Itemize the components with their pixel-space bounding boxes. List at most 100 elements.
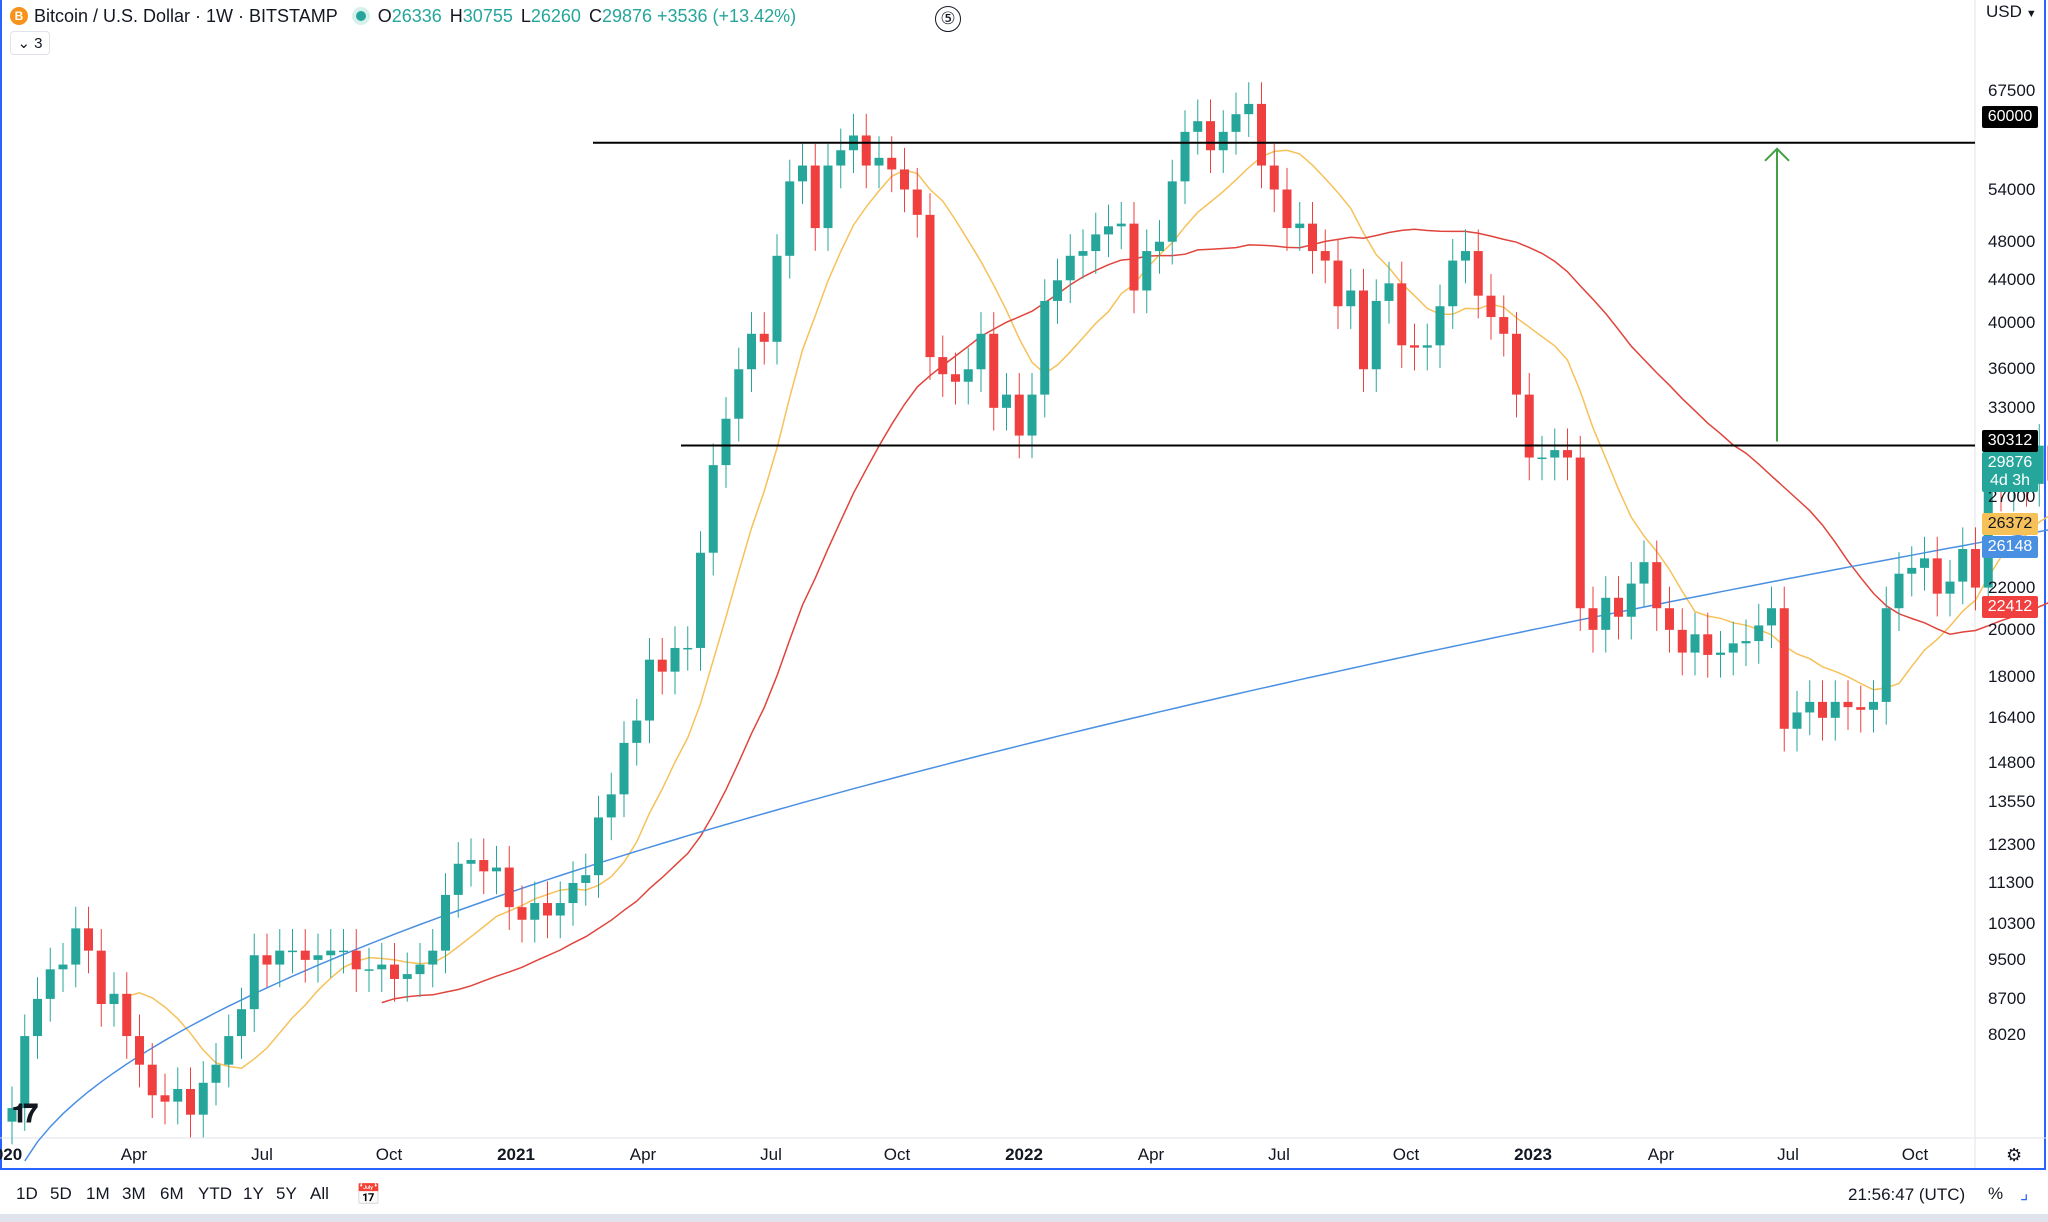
range-button-1d[interactable]: 1D [16,1184,38,1203]
price-tick-label: 12300 [1988,835,2036,855]
price-marker-label: 22412 [1982,596,2038,618]
price-chart[interactable] [0,0,2048,1170]
candle-body [1282,189,1292,229]
gear-icon[interactable]: ⚙ [2006,1145,2023,1165]
candle-body [721,418,731,466]
time-tick-label: Apr [1647,1145,1675,1164]
price-tick-label: 11300 [1988,872,2035,892]
candle-body [71,928,81,965]
time-tick-label: Jul [760,1145,782,1164]
price-tick-label: 14800 [1988,753,2036,773]
price-tick-label: 8700 [1988,988,2026,1008]
candle-body [619,742,629,795]
candle-body [632,720,642,743]
percent-toggle[interactable]: % [1988,1184,2004,1203]
time-tick-label: 2023 [1514,1145,1552,1164]
candle-body [1040,300,1050,395]
indicators-count: 3 [34,34,43,52]
time-tick-label: 2021 [497,1145,535,1164]
bar-countdown: 4d 3h [1989,472,2031,489]
candle-body [657,659,667,672]
candle-body [415,964,425,975]
candle-body [1461,251,1470,261]
candle-body [186,1088,195,1115]
candle-body [555,903,565,916]
candle-body [390,964,399,979]
candle-body [1014,394,1024,436]
symbol-title[interactable]: Bitcoin / U.S. Dollar · 1W · BITSTAMP [34,5,338,26]
candle-body [938,357,948,375]
candle-body [1920,558,1929,568]
range-button-1y[interactable]: 1Y [243,1184,264,1203]
price-marker-label: 29876 4d 3h [1982,452,2038,492]
candle-body [836,150,846,166]
price-tick-label: 40000 [1988,312,2036,332]
candle-body [1359,290,1368,370]
candle-body [1932,558,1942,594]
candle-body [1410,345,1419,348]
candle-body [543,903,552,916]
range-button-1m[interactable]: 1M [86,1184,110,1203]
candle-body [989,333,999,408]
candle-body [1626,583,1636,617]
range-button-3m[interactable]: 3M [122,1184,146,1203]
candle-body [1869,701,1878,710]
range-button-6m[interactable]: 6M [160,1184,184,1203]
candle-body [402,974,412,979]
candle-body [1677,629,1687,653]
candle-body [1550,450,1560,458]
wave-5-label[interactable]: ⑤ [935,6,961,32]
time-tick-label: Apr [1137,1145,1165,1164]
candle-body [1601,597,1611,630]
candle-body [594,817,603,876]
candle-body [1027,394,1037,436]
time-tick-label: Jul [251,1145,273,1164]
price-tick-label: 22000 [1988,577,2036,597]
candle-body [1435,306,1445,346]
price-tick-label: 20000 [1988,619,2036,639]
candle-body [772,255,782,342]
chart-pane[interactable] [0,0,2046,1170]
candle-body [1652,562,1662,609]
ohlc-open-key: O [377,5,392,26]
candle-body [122,993,132,1037]
candle-body [1244,103,1254,115]
price-tick-label: 48000 [1988,231,2036,251]
candle-body [1078,251,1088,256]
candle-body [109,993,119,1005]
clock[interactable]: 21:56:47 (UTC) [1848,1185,1966,1204]
currency-selector[interactable]: USD ▼ [1986,2,2037,22]
ma-mid-line [381,228,2048,1004]
range-button-5y[interactable]: 5Y [276,1184,297,1203]
candle-body [798,165,807,182]
candle-body [708,465,718,553]
time-tick-label: Apr [629,1145,657,1164]
candle-body [237,1009,246,1037]
candle-body [1295,223,1305,229]
price-tick-label: 54000 [1988,179,2036,199]
candle-body [1346,290,1356,307]
ma-fast-line [126,149,2048,1069]
range-button-ytd[interactable]: YTD [198,1184,232,1203]
chevron-down-icon: ⌄ [17,35,31,52]
calendar-icon[interactable]: 📅 [356,1184,381,1206]
ohlc-close-value: 29876 +3536 (+13.42%) [601,5,797,26]
candle-body [1575,457,1585,609]
candle-body [1881,608,1891,702]
range-button-all[interactable]: All [310,1184,329,1203]
auto-scale-icon[interactable]: ⌟ [2020,1183,2029,1203]
candle-body [1945,581,1955,594]
candle-body [441,894,450,951]
candle-body [1971,549,1980,588]
range-button-5d[interactable]: 5D [50,1184,72,1203]
candle-body [925,214,935,358]
tradingview-logo[interactable]: 𝟏𝟕 [12,1098,38,1128]
ma-slow-line [24,529,2048,1162]
indicators-collapse-button[interactable]: ⌄ 3 [10,31,50,55]
candle-body [1894,573,1904,609]
candle-body [300,950,310,960]
candle-body [683,647,693,650]
candle-body [84,928,93,951]
candle-body [861,135,871,166]
candle-body [7,1108,17,1122]
